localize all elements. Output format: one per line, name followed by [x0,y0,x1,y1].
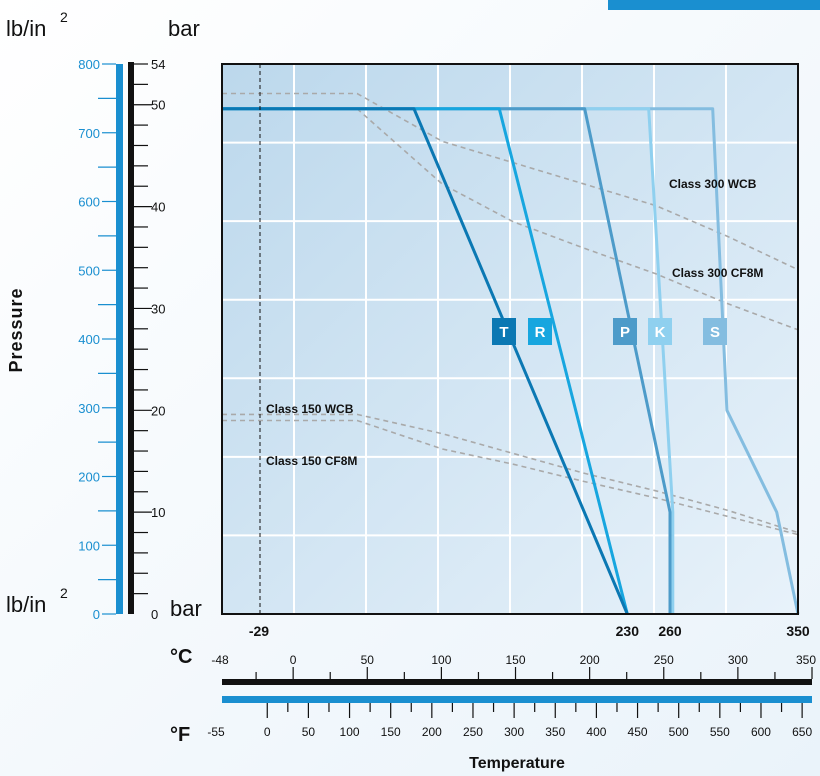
fahrenheit-tick-label: 150 [381,725,401,739]
rating-curve-class-300-cf8m [222,108,799,331]
label-class-150-wcb: Class 150 WCB [266,402,354,416]
celsius-tick-label: 250 [654,653,674,667]
psi-unit-bottom: lb/in 2 [6,585,68,617]
highlight-temp-label: 260 [658,623,682,639]
bar-unit-bottom: bar [170,596,202,621]
bar-tick-label: 40 [151,200,165,215]
psi-tick-label: 800 [78,57,100,72]
badge-K: K [648,318,672,345]
fahrenheit-tick-label: 450 [628,725,648,739]
psi-tick-label: 400 [78,332,100,347]
badge-R-label: R [535,324,546,341]
celsius-tick-label: 200 [580,653,600,667]
bar-tick-label: 54 [151,57,165,72]
badge-S: S [703,318,727,345]
fahrenheit-tick-label: 550 [710,725,730,739]
badge-T-box [492,318,516,345]
badge-T-label: T [499,324,508,341]
psi-unit-bottom-sup: 2 [60,585,68,601]
psi-tick-label: 300 [78,401,100,416]
highlight-temperature-labels: -29 230 260 350 [249,623,810,639]
badge-S-label: S [710,324,720,341]
highlight-temp-label: -29 [249,623,269,639]
bar-tick-label: 20 [151,403,165,418]
series-lines [222,107,800,615]
psi-axis-bar [116,64,123,614]
bar-tick-label: 0 [151,607,158,622]
celsius-tick-label: 300 [728,653,748,667]
fahrenheit-tick-label: 400 [586,725,606,739]
bar-axis: 0 10 20 30 40 50 54 [128,57,165,622]
psi-tick-label: 0 [93,607,100,622]
rating-curves [222,92,799,536]
badge-P: P [613,318,637,345]
badge-K-label: K [655,324,666,341]
psi-tick-label: 700 [78,126,100,141]
x-axis-title: Temperature [469,755,565,772]
badge-K-box [648,318,672,345]
plot-frame [221,63,799,615]
celsius-tick-label: 0 [290,653,297,667]
psi-tick-label: 500 [78,263,100,278]
psi-tick-label: 100 [78,538,100,553]
celsius-tick-label: -48 [211,653,229,667]
badge-R-box [528,318,552,345]
bar-tick-label: 10 [151,505,165,520]
fahrenheit-axis: -55 0 50 100 150 200 250 300 350 400 450 500 550 600 6… [207,696,812,739]
bar-unit-top: bar [168,16,200,41]
celsius-tick-label: 150 [506,653,526,667]
psi-unit-bottom-text: lb/in [6,592,46,617]
fahrenheit-tick-label: 200 [422,725,442,739]
label-class-300-wcb: Class 300 WCB [669,177,757,191]
fahrenheit-tick-label: -55 [207,725,225,739]
badge-R: R [528,318,552,345]
celsius-tick-label: 350 [796,653,816,667]
celsius-unit: °C [170,646,192,668]
rating-curve-class-300-wcb [222,92,799,271]
badge-T: T [492,318,516,345]
fahrenheit-tick-label: 650 [792,725,812,739]
psi-unit-top: lb/in 2 [6,9,68,41]
celsius-axis: -48 0 50 100 150 200 250 300 350 [211,653,816,685]
badge-S-box [703,318,727,345]
fahrenheit-tick-label: 250 [463,725,483,739]
badge-P-label: P [620,324,630,341]
highlight-temp-label: 230 [616,623,640,639]
fahrenheit-tick-label: 600 [751,725,771,739]
label-class-300-cf8m: Class 300 CF8M [672,266,763,280]
bar-axis-bar [128,62,134,614]
celsius-tick-label: 100 [431,653,451,667]
fahrenheit-tick-label: 100 [340,725,360,739]
celsius-tick-label: 50 [361,653,375,667]
label-class-150-cf8m: Class 150 CF8M [266,454,357,468]
rating-curve-class-150-cf8m [222,419,799,536]
fahrenheit-tick-label: 50 [302,725,316,739]
fahrenheit-tick-label: 0 [264,725,271,739]
psi-tick-label: 600 [78,195,100,210]
fahrenheit-tick-label: 300 [504,725,524,739]
fahrenheit-tick-label: 350 [545,725,565,739]
psi-axis: 0 100 200 300 400 500 600 700 800 [78,57,123,622]
psi-unit-top-sup: 2 [60,9,68,25]
celsius-axis-bar [222,679,812,685]
rating-curve-class-150-wcb [222,413,799,534]
fahrenheit-unit: °F [170,724,190,746]
series-line-T [222,107,629,615]
bar-tick-label: 30 [151,301,165,316]
corner-accent [608,0,820,10]
fahrenheit-axis-bar [222,696,812,703]
psi-tick-label: 200 [78,470,100,485]
highlight-temp-label: 350 [786,623,810,639]
psi-unit-top-text: lb/in [6,16,46,41]
badge-P-box [613,318,637,345]
fahrenheit-tick-label: 500 [669,725,689,739]
y-axis-title: Pressure [6,287,26,372]
bar-tick-label: 50 [151,98,165,113]
